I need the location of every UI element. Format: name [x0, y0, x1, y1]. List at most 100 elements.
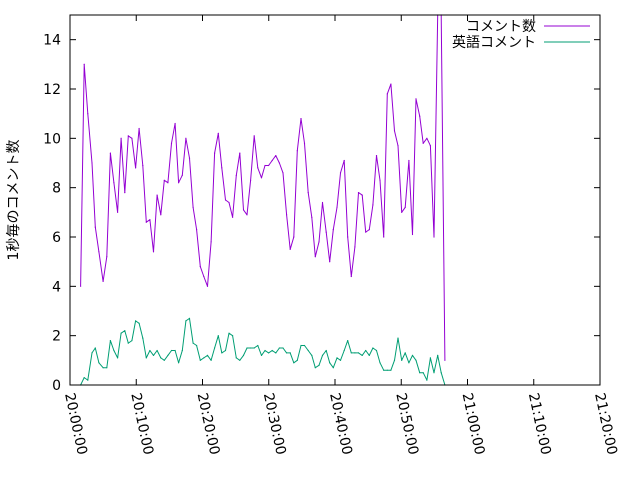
data-point: [296, 150, 298, 152]
x-tick-label: 20:20:00: [194, 392, 223, 457]
data-point: [185, 137, 187, 139]
data-point: [321, 201, 324, 204]
data-point: [339, 359, 342, 361]
data-point: [257, 344, 259, 347]
data-point: [321, 354, 324, 356]
data-point: [300, 344, 302, 347]
data-point: [311, 354, 313, 356]
data-point: [440, 372, 442, 374]
data-point: [113, 349, 115, 352]
data-point: [242, 209, 245, 211]
data-point: [91, 352, 93, 354]
data-point: [174, 349, 176, 352]
data-point: [152, 354, 155, 356]
data-point: [379, 179, 381, 181]
data-point: [411, 233, 414, 236]
data-point: [379, 362, 381, 364]
data-point: [275, 352, 277, 354]
data-point: [206, 285, 209, 287]
data-point: [242, 354, 245, 356]
data-point: [433, 372, 435, 374]
data-point: [192, 342, 194, 344]
x-tick-label: 20:00:00: [61, 392, 90, 457]
data-point: [404, 206, 406, 208]
data-point: [87, 113, 89, 115]
data-point: [253, 347, 255, 349]
data-point: [239, 359, 241, 361]
data-point: [365, 349, 367, 352]
data-point: [275, 155, 277, 157]
x-tick-label: 21:20:00: [591, 392, 620, 457]
data-point: [350, 352, 352, 354]
data-point: [368, 229, 370, 231]
data-point: [307, 349, 309, 352]
data-point: [357, 352, 360, 354]
data-point: [303, 344, 306, 347]
series-points-2: [80, 317, 446, 386]
data-point: [357, 192, 360, 194]
data-point: [361, 354, 363, 356]
data-point: [429, 357, 431, 359]
data-point: [135, 320, 137, 322]
data-point: [178, 182, 180, 184]
data-point: [224, 199, 227, 201]
data-point: [415, 98, 417, 100]
y-tick-label: 0: [52, 378, 61, 394]
data-point: [106, 367, 108, 369]
data-point: [311, 216, 313, 218]
data-point: [250, 347, 252, 349]
data-point: [408, 362, 410, 364]
data-point: [170, 142, 173, 144]
data-point: [278, 162, 280, 164]
data-point: [120, 332, 122, 334]
data-point: [386, 93, 388, 95]
data-point: [206, 354, 209, 356]
data-point: [102, 280, 104, 282]
x-tick-label: 20:10:00: [127, 392, 156, 457]
data-point: [325, 349, 327, 352]
data-point: [271, 159, 273, 162]
data-point: [361, 194, 363, 196]
data-point: [210, 359, 212, 361]
data-point: [268, 352, 270, 354]
data-point: [170, 349, 173, 352]
data-point: [314, 256, 316, 258]
data-point: [296, 359, 298, 361]
data-point: [354, 352, 356, 354]
data-point: [422, 372, 424, 374]
data-point: [199, 266, 201, 268]
data-point: [106, 256, 108, 258]
data-point: [228, 201, 230, 204]
data-point: [160, 357, 162, 359]
series-line-2: [80, 317, 446, 386]
y-tick-label: 10: [43, 131, 61, 147]
data-point: [289, 352, 291, 354]
data-point: [214, 152, 216, 154]
data-point: [271, 349, 273, 352]
data-point: [332, 229, 334, 231]
data-point: [375, 349, 378, 352]
data-point: [214, 347, 216, 349]
data-point: [365, 231, 367, 233]
data-point: [98, 362, 100, 364]
data-point: [109, 340, 111, 342]
data-point: [145, 357, 147, 359]
data-point: [419, 115, 421, 117]
data-point: [124, 192, 126, 194]
data-point: [224, 349, 227, 352]
data-point: [401, 211, 403, 213]
data-point: [239, 152, 241, 154]
data-point: [83, 377, 85, 379]
data-point: [203, 275, 205, 278]
data-point: [188, 317, 191, 319]
data-point: [120, 137, 122, 139]
data-point: [314, 367, 316, 369]
data-point: [102, 367, 104, 369]
y-axis: 0 2 4 6 8 10 12 14: [43, 33, 600, 394]
data-point: [307, 192, 309, 194]
x-tick-label: 21:00:00: [459, 392, 488, 457]
data-point: [94, 226, 96, 228]
data-point: [393, 130, 396, 132]
data-point: [411, 354, 414, 356]
